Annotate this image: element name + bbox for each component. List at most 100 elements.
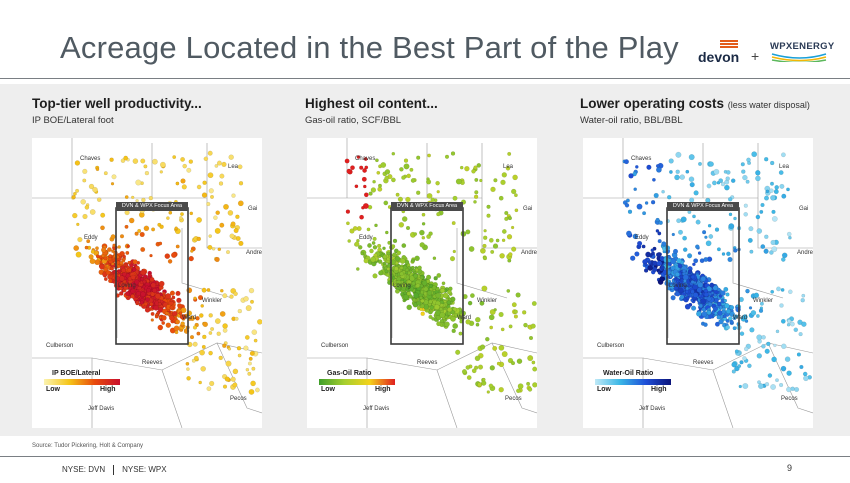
well-dot (676, 282, 682, 288)
county-boundary (642, 342, 813, 371)
well-dot (148, 195, 153, 201)
well-dot (135, 291, 141, 297)
well-dot (511, 302, 517, 308)
well-dot (225, 360, 232, 367)
logo-plus: + (751, 48, 760, 64)
well-dot (781, 343, 787, 349)
panel-subheading: Gas-oil ratio, SCF/BBL (305, 115, 402, 126)
well-dot (755, 170, 761, 176)
well-dot (82, 178, 87, 183)
well-dot (237, 353, 242, 358)
well-dot (755, 214, 761, 220)
well-dot (428, 299, 433, 304)
well-dot (208, 350, 213, 356)
well-dot (245, 367, 250, 372)
well-dot (764, 195, 769, 201)
well-dot (169, 305, 174, 310)
well-dot (376, 170, 381, 175)
well-dot (770, 289, 775, 294)
well-dot (76, 222, 80, 227)
well-dot (151, 227, 156, 232)
well-dot (143, 225, 150, 232)
well-dot (751, 151, 758, 158)
well-dot (127, 267, 132, 273)
well-dot (164, 253, 171, 259)
well-dot (103, 277, 108, 281)
well-dot (507, 151, 512, 156)
well-dot (127, 283, 132, 288)
panel-heading: Top-tier well productivity... (32, 96, 202, 111)
well-dot (477, 364, 484, 370)
well-dot (646, 164, 652, 170)
well-dot (146, 288, 151, 293)
well-dot (642, 211, 647, 216)
well-dot (216, 331, 221, 336)
place-label-reeves: Reeves (693, 360, 714, 366)
well-dot (372, 236, 377, 241)
well-dot (734, 314, 739, 319)
well-dot (237, 164, 243, 170)
footer-tickers: NYSE: DVN NYSE: WPX (62, 465, 167, 475)
well-dot (474, 365, 479, 370)
well-dot (781, 252, 788, 259)
legend-color-ramp (595, 379, 671, 385)
well-dot (152, 158, 158, 165)
well-dot (650, 248, 655, 252)
well-dot (127, 260, 131, 265)
well-dot (251, 329, 258, 335)
well-dot (675, 151, 682, 158)
well-dot (411, 268, 416, 273)
place-label-andrews: Andrews (521, 250, 537, 256)
well-dot (117, 269, 122, 274)
well-dot (470, 293, 475, 298)
well-dot (780, 288, 785, 292)
well-dot (714, 311, 718, 316)
place-label-gaines: Gai (248, 206, 258, 212)
well-dot (191, 358, 196, 363)
well-dot (75, 188, 80, 193)
well-dot (669, 284, 675, 290)
legend-high-label: High (375, 386, 391, 393)
well-dot (688, 154, 695, 161)
footer-divider (0, 456, 850, 457)
well-dot (84, 205, 90, 210)
well-dot (756, 228, 763, 234)
page-number: 9 (786, 463, 792, 473)
well-dot (755, 175, 761, 182)
well-dot (368, 191, 373, 196)
well-dot (742, 314, 748, 320)
well-dot (237, 308, 242, 314)
well-dot (210, 327, 215, 331)
well-dot (764, 157, 769, 162)
well-dot (779, 382, 784, 388)
well-dot (172, 155, 177, 159)
well-dot (188, 255, 194, 262)
well-dot (786, 370, 792, 376)
county-boundary (712, 369, 734, 428)
well-dot (723, 286, 729, 292)
well-dot (482, 243, 487, 248)
well-dot (682, 269, 686, 273)
well-dot (100, 212, 106, 218)
title-divider (0, 78, 850, 79)
well-dot (164, 311, 169, 316)
place-label-winkler: Winkler (477, 298, 498, 304)
well-dot (363, 192, 369, 198)
well-dot (101, 247, 107, 253)
well-dot (222, 323, 228, 329)
well-dot (475, 322, 480, 327)
well-dot (467, 300, 473, 306)
well-dot (486, 204, 491, 209)
productivity-map: DVN & WPX Focus Area Chaves Lea Eddy Gai Andr… (32, 138, 262, 428)
well-dot (142, 279, 147, 284)
well-dot (479, 300, 485, 306)
well-dot (159, 299, 164, 304)
well-dot (474, 190, 479, 195)
well-dot (679, 294, 685, 300)
well-dot (220, 288, 224, 293)
well-dot (508, 324, 513, 329)
well-dot (219, 222, 225, 228)
well-dot (489, 325, 494, 330)
well-dot (215, 210, 220, 215)
well-dot (192, 325, 198, 330)
